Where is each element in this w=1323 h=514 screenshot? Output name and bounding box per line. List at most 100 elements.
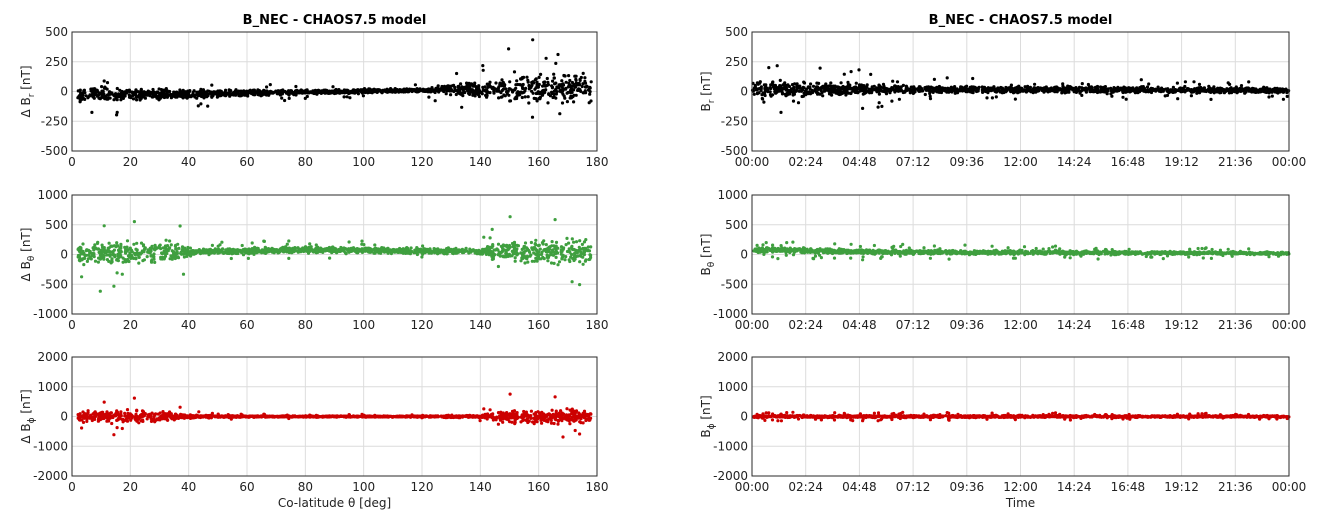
data-point bbox=[482, 235, 486, 239]
data-point bbox=[202, 91, 206, 95]
data-point bbox=[153, 420, 157, 424]
data-point bbox=[589, 99, 593, 103]
data-point bbox=[84, 94, 88, 98]
data-point bbox=[116, 95, 120, 99]
data-point bbox=[897, 97, 902, 101]
data-point bbox=[490, 227, 494, 231]
data-point bbox=[533, 78, 537, 82]
data-point bbox=[502, 84, 506, 88]
data-point bbox=[554, 96, 558, 100]
data-point bbox=[374, 89, 378, 93]
data-point bbox=[100, 85, 104, 89]
data-point bbox=[487, 82, 491, 87]
data-point bbox=[196, 104, 200, 108]
data-point bbox=[228, 414, 232, 418]
data-point bbox=[1267, 95, 1271, 99]
data-point bbox=[436, 415, 440, 419]
data-point bbox=[508, 392, 512, 396]
data-point bbox=[545, 76, 549, 81]
data-point bbox=[583, 79, 587, 83]
data-point bbox=[545, 249, 549, 254]
data-point bbox=[312, 90, 316, 94]
data-point bbox=[82, 263, 86, 267]
data-point bbox=[218, 243, 222, 247]
y-tick-label: 250 bbox=[45, 55, 68, 69]
data-point bbox=[448, 84, 452, 88]
data-point bbox=[574, 250, 578, 255]
data-point bbox=[525, 254, 529, 258]
data-point bbox=[477, 84, 481, 88]
data-point bbox=[579, 89, 583, 93]
y-tick-label: -2000 bbox=[33, 469, 68, 483]
data-point bbox=[529, 240, 534, 245]
y-tick-label: 2000 bbox=[37, 350, 68, 364]
data-point bbox=[102, 224, 106, 228]
data-point bbox=[581, 82, 585, 86]
data-point bbox=[510, 420, 514, 424]
data-point bbox=[564, 243, 568, 247]
data-point bbox=[134, 256, 138, 260]
data-point bbox=[221, 247, 225, 251]
data-point bbox=[239, 92, 243, 96]
data-point bbox=[105, 258, 109, 262]
data-point bbox=[105, 96, 110, 100]
data-point bbox=[512, 416, 516, 420]
data-point bbox=[151, 93, 155, 97]
data-point bbox=[285, 415, 289, 419]
data-point bbox=[1281, 97, 1285, 101]
data-point bbox=[409, 246, 413, 250]
data-point bbox=[101, 89, 105, 93]
data-point bbox=[344, 89, 348, 93]
data-point bbox=[107, 241, 111, 245]
data-point bbox=[526, 95, 530, 99]
data-point bbox=[583, 89, 587, 93]
data-point bbox=[92, 411, 96, 416]
data-point bbox=[81, 410, 85, 414]
data-point bbox=[228, 92, 232, 96]
y-axis-label: Δ Bϕ [nT] bbox=[19, 389, 37, 443]
data-point bbox=[97, 417, 101, 421]
data-point bbox=[337, 89, 341, 93]
data-point bbox=[370, 91, 374, 95]
data-point bbox=[246, 256, 250, 260]
data-point bbox=[467, 250, 471, 254]
data-point bbox=[343, 251, 347, 255]
x-tick-label: 40 bbox=[181, 318, 196, 332]
data-point bbox=[163, 416, 168, 420]
data-point bbox=[300, 91, 304, 95]
data-point bbox=[496, 264, 500, 269]
data-point bbox=[176, 91, 180, 95]
data-point bbox=[270, 90, 274, 94]
data-point bbox=[578, 283, 582, 287]
data-point bbox=[536, 254, 541, 259]
data-point bbox=[178, 405, 182, 409]
data-point bbox=[115, 98, 119, 102]
x-tick-label: 160 bbox=[527, 318, 550, 332]
data-point bbox=[105, 253, 109, 257]
data-point bbox=[157, 98, 161, 102]
data-point bbox=[544, 243, 548, 247]
data-point bbox=[250, 241, 254, 245]
data-point bbox=[499, 412, 503, 416]
data-point bbox=[106, 249, 110, 254]
data-point bbox=[348, 96, 352, 100]
data-point bbox=[546, 420, 550, 424]
data-point bbox=[478, 419, 482, 423]
data-point bbox=[559, 250, 563, 254]
data-point bbox=[197, 410, 201, 414]
data-point bbox=[507, 416, 511, 420]
data-point bbox=[377, 415, 381, 419]
x-tick-label: 60 bbox=[239, 318, 254, 332]
data-point bbox=[132, 396, 136, 400]
data-point bbox=[406, 251, 410, 255]
data-point bbox=[275, 414, 280, 419]
y-tick-label: 1000 bbox=[37, 380, 68, 394]
data-point bbox=[361, 94, 365, 98]
data-point bbox=[553, 395, 557, 399]
data-point bbox=[477, 251, 481, 255]
data-point bbox=[106, 246, 110, 250]
data-point bbox=[152, 257, 156, 261]
data-point bbox=[490, 415, 494, 419]
data-point bbox=[246, 248, 250, 252]
data-point bbox=[139, 241, 144, 245]
